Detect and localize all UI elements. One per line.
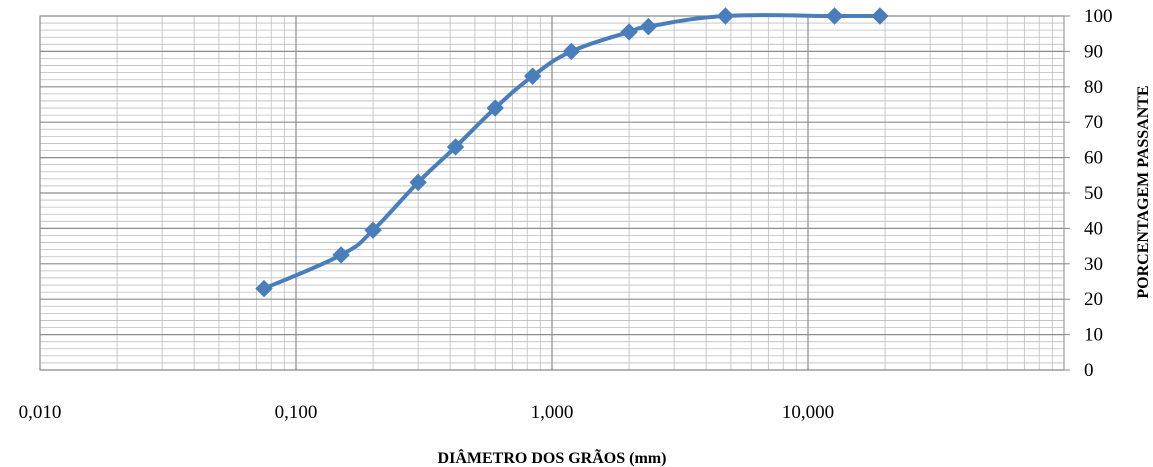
y-tick-label: 60 — [1084, 148, 1103, 169]
data-point-marker — [620, 23, 638, 41]
data-point-marker — [446, 138, 465, 156]
data-point-marker — [409, 173, 427, 192]
y-tick-label: 40 — [1084, 218, 1103, 239]
data-point-marker — [486, 99, 504, 117]
data-point-marker — [255, 279, 273, 298]
data-point-marker — [716, 7, 735, 25]
data-point-marker — [825, 7, 844, 25]
y-tick-label: 0 — [1084, 360, 1094, 381]
data-point-marker — [562, 42, 581, 61]
y-axis-title: PORCENTAGEM PASSANTE — [1135, 85, 1152, 298]
x-tick-label: 10,000 — [782, 402, 834, 423]
x-tick-label: 0,100 — [275, 402, 318, 423]
y-tick-label: 80 — [1084, 77, 1103, 98]
y-tick-label: 10 — [1084, 325, 1103, 346]
data-point-marker — [523, 67, 542, 85]
y-tick-label: 20 — [1084, 289, 1103, 310]
y-tick-label: 70 — [1084, 112, 1103, 133]
data-point-marker — [364, 221, 382, 239]
series-markers — [255, 7, 889, 298]
y-tick-label: 30 — [1084, 254, 1103, 275]
data-point-marker — [871, 7, 889, 25]
x-tick-label: 1,000 — [531, 402, 574, 423]
y-axis-tick-labels: 0 10 20 30 40 50 60 70 80 90 100 — [1084, 6, 1113, 381]
major-gridlines — [39, 15, 1064, 371]
x-tick-label: 0,010 — [19, 402, 62, 423]
y-tick-label: 90 — [1084, 41, 1103, 62]
y-tick-label: 50 — [1084, 183, 1103, 204]
x-axis-tick-labels: 0,010 0,100 1,000 10,000 — [19, 402, 835, 423]
y-tick-label: 100 — [1084, 6, 1113, 27]
data-point-marker — [639, 17, 658, 36]
y-axis-ticks — [1064, 15, 1070, 371]
data-point-marker — [332, 246, 350, 264]
x-axis-title: DIÂMETRO DOS GRÃOS (mm) — [438, 448, 667, 467]
